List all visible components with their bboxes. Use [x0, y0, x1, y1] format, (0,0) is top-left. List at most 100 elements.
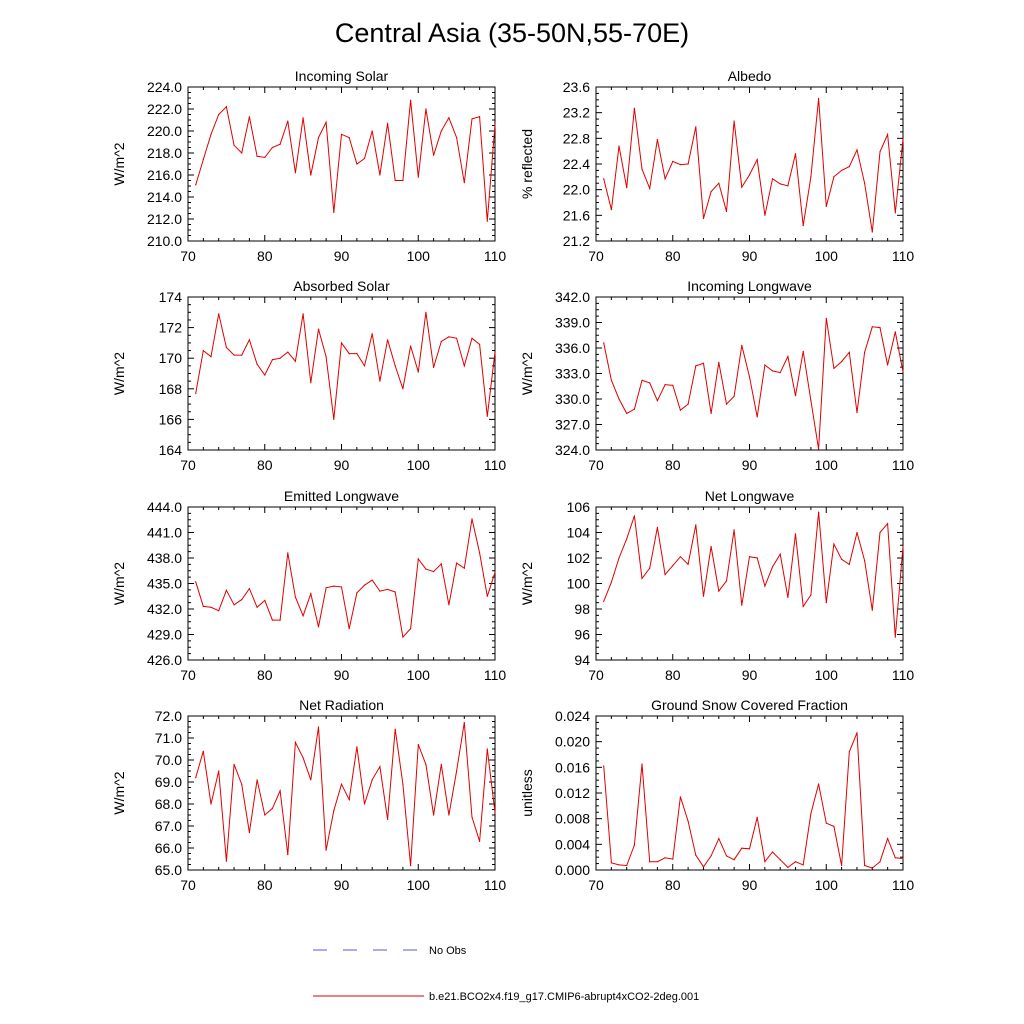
data-point	[317, 626, 320, 628]
data-point	[794, 861, 797, 863]
data-point	[448, 336, 450, 338]
y-tick-label: 69.0	[155, 774, 182, 790]
panel-title: Net Radiation	[299, 697, 384, 713]
data-point	[471, 337, 473, 339]
x-tick-label: 100	[815, 667, 839, 683]
x-tick-label: 70	[180, 248, 196, 264]
data-point	[433, 814, 435, 816]
data-point	[718, 361, 720, 363]
data-point	[902, 371, 904, 373]
data-point	[356, 163, 358, 165]
data-point	[764, 585, 766, 587]
plot-frame	[187, 86, 496, 242]
data-point	[294, 741, 296, 744]
x-tick-label: 70	[588, 457, 604, 473]
data-point	[687, 820, 689, 822]
data-point	[656, 861, 659, 863]
data-point	[626, 538, 628, 540]
data-point	[771, 370, 774, 372]
data-point	[894, 331, 896, 333]
x-tick-label: 80	[665, 667, 681, 683]
legend-model-label: b.e21.BCO2x4.f19_g17.CMIP6-abrupt4xCO2-2…	[429, 991, 699, 1003]
data-point	[741, 344, 743, 346]
data-point	[440, 130, 442, 132]
data-point	[848, 351, 850, 353]
data-point	[225, 860, 227, 862]
data-point	[695, 365, 697, 367]
panels: Incoming Solar W/m^2 70 80 90 100 110 210.0 212.…	[111, 68, 914, 893]
data-point	[417, 371, 419, 373]
y-tick-label: 333.0	[555, 366, 590, 382]
x-tick-label: 90	[334, 457, 350, 473]
data-point	[402, 388, 404, 390]
x-tick-label: 70	[588, 667, 604, 683]
data-point	[371, 130, 373, 132]
data-point	[479, 116, 481, 118]
data-point	[387, 588, 389, 591]
x-tick-label: 80	[257, 457, 273, 473]
data-point	[202, 750, 204, 752]
data-point	[210, 606, 212, 608]
data-point	[348, 628, 350, 630]
data-point	[340, 342, 343, 344]
data-point	[603, 600, 605, 603]
data-point	[887, 133, 889, 136]
data-point	[725, 580, 728, 582]
data-point	[626, 187, 628, 189]
data-point	[340, 133, 343, 135]
data-point	[641, 577, 643, 580]
data-point	[448, 814, 450, 816]
data-point	[810, 400, 812, 402]
data-point	[486, 748, 488, 750]
x-tick-label: 100	[407, 457, 431, 473]
data-point	[210, 803, 212, 805]
data-point	[425, 108, 427, 110]
data-point	[463, 567, 465, 569]
data-point	[825, 602, 827, 604]
data-point	[756, 557, 758, 559]
data-point	[233, 354, 235, 356]
y-tick-label: 438.0	[147, 550, 182, 566]
data-point	[271, 146, 273, 149]
data-point	[440, 563, 442, 565]
y-tick-label: 174	[159, 289, 183, 305]
series-line	[603, 512, 904, 638]
data-point	[402, 179, 404, 182]
panel-net-radiation: Net Radiation W/m^2 70 80 90 100 110 65.0 66.0 67…	[111, 697, 506, 893]
panel-title: Absorbed Solar	[293, 278, 390, 294]
data-point	[264, 814, 266, 816]
data-point	[486, 220, 488, 222]
data-point	[387, 339, 389, 341]
data-point	[818, 97, 820, 100]
data-point	[264, 599, 266, 602]
data-point	[302, 757, 304, 759]
plot-frame	[187, 715, 496, 871]
panel-albedo: Albedo % reflected 70 80 90 100 110 21.2 21.6 22.…	[519, 68, 914, 264]
series-line	[195, 518, 496, 639]
data-point	[371, 779, 373, 781]
data-point	[856, 732, 858, 734]
data-point	[379, 380, 381, 382]
data-point	[410, 628, 412, 630]
data-point	[848, 563, 850, 566]
data-point	[902, 138, 904, 140]
data-point	[433, 154, 435, 156]
data-point	[764, 214, 766, 216]
x-tick-label: 100	[815, 877, 839, 893]
y-tick-label: 216.0	[147, 167, 182, 183]
data-point	[241, 599, 243, 601]
data-point	[618, 145, 620, 147]
data-point	[417, 558, 419, 560]
y-tick-label: 22.0	[563, 182, 590, 198]
x-tick-label: 70	[180, 877, 196, 893]
plot-frame	[595, 506, 904, 661]
data-point	[841, 169, 843, 171]
data-point	[356, 353, 358, 355]
y-axis-label: W/m^2	[519, 562, 535, 605]
data-point	[779, 183, 781, 185]
x-tick-label: 100	[407, 667, 431, 683]
data-point	[233, 604, 235, 606]
y-tick-label: 104	[567, 525, 591, 541]
y-tick-label: 66.0	[155, 840, 182, 856]
data-point	[856, 149, 858, 151]
